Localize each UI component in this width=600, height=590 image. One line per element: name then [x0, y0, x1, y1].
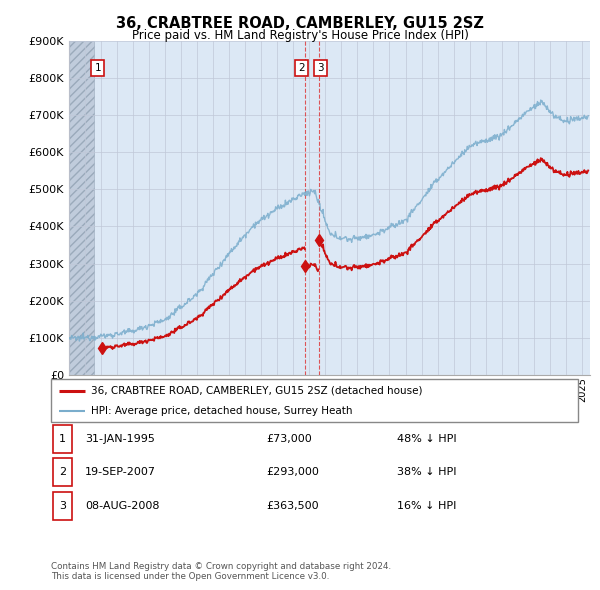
FancyBboxPatch shape [51, 379, 578, 422]
Text: HPI: Average price, detached house, Surrey Heath: HPI: Average price, detached house, Surr… [91, 407, 352, 416]
Text: 48% ↓ HPI: 48% ↓ HPI [397, 434, 457, 444]
FancyBboxPatch shape [53, 458, 72, 486]
Text: 1: 1 [95, 63, 101, 73]
Text: 08-AUG-2008: 08-AUG-2008 [85, 501, 160, 511]
Text: 36, CRABTREE ROAD, CAMBERLEY, GU15 2SZ: 36, CRABTREE ROAD, CAMBERLEY, GU15 2SZ [116, 16, 484, 31]
Text: 16% ↓ HPI: 16% ↓ HPI [397, 501, 456, 511]
Text: 31-JAN-1995: 31-JAN-1995 [85, 434, 155, 444]
Text: 3: 3 [317, 63, 324, 73]
Text: 1: 1 [59, 434, 66, 444]
Text: 38% ↓ HPI: 38% ↓ HPI [397, 467, 456, 477]
FancyBboxPatch shape [53, 492, 72, 520]
Text: £293,000: £293,000 [266, 467, 319, 477]
Text: £73,000: £73,000 [266, 434, 312, 444]
FancyBboxPatch shape [53, 425, 72, 453]
Text: £363,500: £363,500 [266, 501, 319, 511]
Text: 19-SEP-2007: 19-SEP-2007 [85, 467, 156, 477]
Bar [69, 41, 94, 375]
Text: Contains HM Land Registry data © Crown copyright and database right 2024.
This d: Contains HM Land Registry data © Crown c… [51, 562, 391, 581]
Text: 3: 3 [59, 501, 66, 511]
Text: 2: 2 [59, 467, 66, 477]
Text: Price paid vs. HM Land Registry's House Price Index (HPI): Price paid vs. HM Land Registry's House … [131, 30, 469, 42]
Text: 2: 2 [298, 63, 305, 73]
Text: 36, CRABTREE ROAD, CAMBERLEY, GU15 2SZ (detached house): 36, CRABTREE ROAD, CAMBERLEY, GU15 2SZ (… [91, 386, 422, 396]
